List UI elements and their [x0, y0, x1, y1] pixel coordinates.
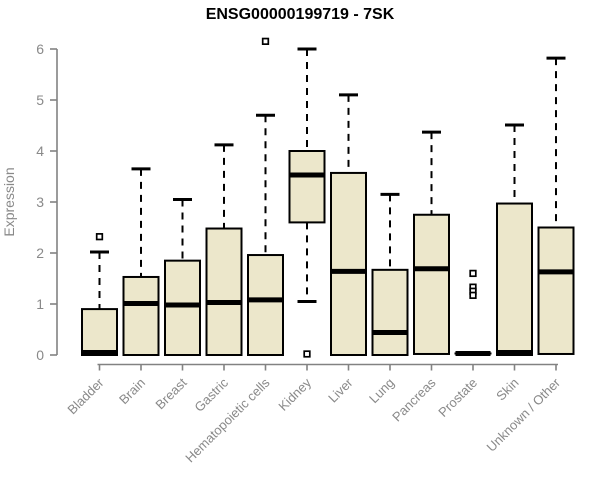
x-axis-label: Pancreas [389, 375, 439, 425]
outlier-point [303, 350, 311, 358]
x-axis-label: Brain [116, 375, 148, 407]
outlier-point [469, 269, 477, 278]
outlier-point [95, 233, 104, 241]
box-rect [371, 268, 409, 356]
box-rect [247, 254, 284, 356]
y-tick-label: 3 [36, 194, 44, 210]
y-tick-label: 1 [36, 296, 44, 312]
y-tick-label: 6 [36, 41, 44, 57]
box-rect [413, 213, 450, 355]
x-axis-label: Unknown / Other [484, 375, 564, 455]
x-axis-label: Skin [493, 375, 521, 403]
y-tick-label: 2 [36, 245, 44, 261]
x-axis-label: Kidney [275, 375, 314, 414]
x-axis-label: Bladder [64, 375, 107, 418]
chart-title: ENSG00000199719 - 7SK [205, 6, 395, 23]
x-axis-label: Breast [152, 375, 189, 412]
box-rect [537, 226, 575, 355]
box-rect [164, 259, 201, 356]
y-tick-label: 5 [36, 92, 44, 108]
outlier-point [469, 291, 477, 299]
x-axis-label: Liver [325, 375, 356, 406]
x-axis-label: Prostate [435, 375, 480, 420]
box-rect [288, 150, 326, 224]
y-tick-label: 0 [36, 347, 44, 363]
box-rect [122, 275, 160, 356]
box-rect [330, 171, 367, 356]
y-axis-title: Expression [1, 167, 17, 236]
x-axis-label: Gastric [191, 375, 231, 415]
y-tick-label: 4 [36, 143, 44, 159]
box-rect [81, 308, 118, 357]
box-rect [496, 202, 533, 356]
outlier-point [261, 37, 270, 45]
box-rect [205, 227, 243, 357]
x-axis-label: Lung [366, 375, 397, 406]
